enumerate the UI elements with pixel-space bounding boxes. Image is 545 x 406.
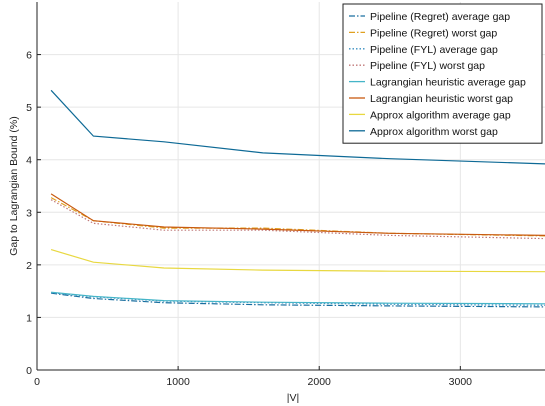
series-line-3 — [50, 199, 545, 240]
series-line-5 — [50, 193, 545, 236]
legend-label-1: Pipeline (Regret) worst gap — [370, 27, 497, 39]
y-tick-label: 2 — [26, 260, 32, 272]
y-tick-label: 1 — [26, 312, 32, 324]
series-line-6 — [50, 249, 545, 273]
y-tick-label: 5 — [26, 102, 32, 114]
series-layer — [50, 89, 545, 308]
x-ticks: 0 1000 2000 3000 — [34, 366, 472, 388]
y-tick-label: 0 — [26, 365, 32, 377]
x-tick-label: 1000 — [166, 376, 190, 388]
legend-label-0: Pipeline (Regret) average gap — [370, 11, 510, 23]
legend-label-7: Approx algorithm worst gap — [370, 126, 498, 138]
y-ticks: 0 1 2 3 4 5 6 — [26, 50, 41, 377]
y-axis-title: Gap to Lagrangian Bound (%) — [8, 116, 20, 256]
x-tick-label: 3000 — [449, 376, 473, 388]
series-line-7 — [50, 89, 545, 165]
x-tick-label: 0 — [34, 376, 40, 388]
legend-label-3: Pipeline (FYL) worst gap — [370, 60, 485, 72]
series-line-0 — [51, 292, 545, 308]
legend-label-2: Pipeline (FYL) average gap — [370, 44, 498, 56]
legend-label-5: Lagrangian heuristic worst gap — [370, 93, 513, 105]
y-tick-label: 4 — [26, 155, 32, 167]
legend-box — [342, 3, 543, 144]
legend-label-4: Lagrangian heuristic average gap — [370, 77, 526, 89]
series-line-4 — [51, 291, 545, 305]
y-tick-label: 6 — [26, 50, 32, 62]
legend-label-6: Approx algorithm average gap — [370, 109, 511, 121]
legend: Pipeline (Regret) average gap Pipeline (R… — [342, 3, 543, 144]
x-tick-label: 2000 — [308, 376, 332, 388]
x-axis-title: |V| — [287, 392, 299, 404]
y-tick-label: 3 — [26, 207, 32, 219]
